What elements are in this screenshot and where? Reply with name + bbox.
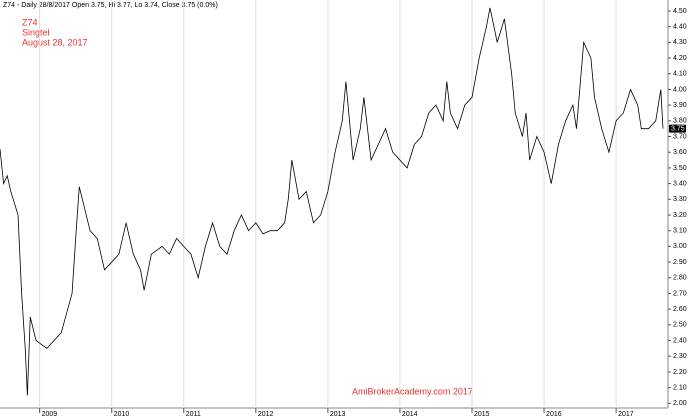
watermark: AmiBrokerAcademy.com 2017 [352,386,473,396]
y-tick-label: 4.40 [673,24,687,31]
last-value-badge [669,124,686,133]
y-tick-label: 3.60 [673,149,687,156]
y-tick-label: 3.10 [673,228,687,235]
y-tick-label: 2.50 [673,322,687,329]
x-tick-label: 2012 [258,411,274,418]
y-tick-label: 4.20 [673,55,687,62]
y-tick-label: 4.10 [673,71,687,78]
y-tick-label: 2.80 [673,275,687,282]
y-tick-label: 2.60 [673,306,687,313]
x-tick-label: 2011 [186,411,201,418]
y-tick-label: 3.20 [673,212,687,219]
annotation: Singtel [22,27,50,37]
x-tick-label: 2010 [114,411,130,418]
y-tick-label: 3.50 [673,165,687,172]
x-tick-label: 2017 [618,411,634,418]
y-tick-label: 2.90 [673,259,687,266]
x-tick-label: 2009 [42,411,58,418]
annotation: Z74 [22,17,38,27]
y-tick-label: 3.80 [673,118,687,125]
last-value-label: 3.75 [671,126,685,133]
y-tick-label: 4.00 [673,86,687,93]
price-line [0,7,664,396]
y-tick-label: 2.70 [673,290,687,297]
y-tick-label: 2.20 [673,369,687,376]
annotation: August 28, 2017 [22,37,88,47]
y-tick-label: 3.70 [673,133,687,140]
x-tick-label: 2014 [402,411,418,418]
x-tick-label: 2016 [546,411,562,418]
y-tick-label: 2.30 [673,353,687,360]
y-tick-label: 3.00 [673,243,687,250]
y-tick-label: 2.10 [673,384,687,391]
chart-title: Z74 - Daily 28/8/2017 Open 3.75, Hi 3.77… [3,2,218,9]
x-tick-label: 2015 [474,411,490,418]
y-tick-label: 2.00 [673,400,687,407]
x-tick-label: 2013 [330,411,346,418]
y-tick-label: 4.30 [673,39,687,46]
y-tick-label: 2.40 [673,337,687,344]
y-tick-label: 3.90 [673,102,687,109]
y-tick-label: 3.40 [673,180,687,187]
y-tick-label: 3.30 [673,196,687,203]
y-tick-label: 4.50 [673,8,687,15]
